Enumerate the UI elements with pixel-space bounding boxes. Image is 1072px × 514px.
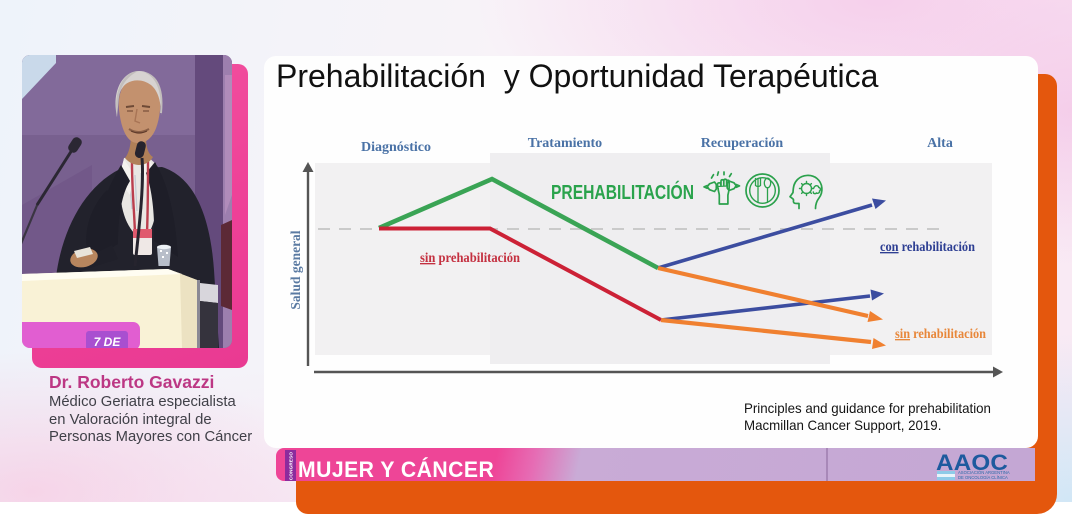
- svg-text:PREHABILITACIÓN: PREHABILITACIÓN: [551, 180, 694, 204]
- svg-text:Diagnóstico: Diagnóstico: [361, 140, 431, 155]
- svg-text:con rehabilitación: con rehabilitación: [880, 239, 975, 254]
- svg-text:Salud general: Salud general: [288, 230, 303, 309]
- svg-text:sin rehabilitación: sin rehabilitación: [895, 326, 986, 341]
- svg-text:sin prehabilitación: sin prehabilitación: [420, 250, 520, 265]
- svg-text:7 DE: 7 DE: [94, 335, 122, 348]
- svg-text:Recuperación: Recuperación: [701, 136, 784, 151]
- svg-text:Tratamiento: Tratamiento: [528, 136, 602, 151]
- svg-text:Alta: Alta: [927, 136, 953, 151]
